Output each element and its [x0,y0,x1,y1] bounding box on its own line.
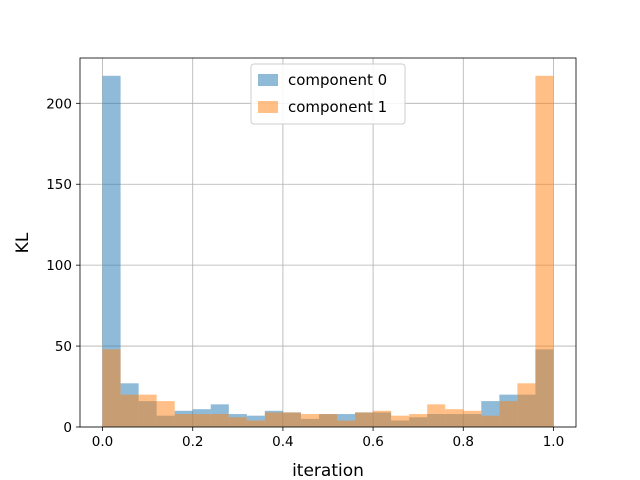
legend: component 0 component 1 [250,63,406,125]
y-tick-label: 50 [55,339,72,355]
legend-swatch-component-1 [258,101,278,113]
legend-label-component-0: component 0 [288,71,387,89]
bar-component-1 [282,412,301,427]
bar-component-1 [517,383,536,427]
x-tick-label: 0.0 [92,434,113,450]
bar-component-1 [192,414,211,427]
y-tick-label: 100 [46,258,72,274]
bar-component-1 [373,410,392,427]
bar-component-1 [138,394,157,427]
bar-component-1 [463,410,482,427]
bar-component-1 [535,75,554,427]
bar-component-1 [228,417,247,427]
bar-component-1 [300,414,319,427]
legend-label-component-1: component 1 [288,98,387,116]
bar-component-1 [102,349,121,427]
x-tick-label: 0.4 [272,434,293,450]
bar-component-1 [318,414,338,427]
bar-component-1 [409,414,428,427]
x-tick-label: 0.6 [362,434,383,450]
x-axis-ticks: 0.0 0.2 0.4 0.6 0.8 1.0 [92,427,564,450]
x-axis-label: iteration [292,461,364,480]
bar-component-1 [481,415,500,427]
plot-frame [79,57,577,428]
x-tick-label: 0.8 [453,434,474,450]
bar-component-1 [499,401,518,427]
bar-component-1 [391,415,410,427]
y-axis-ticks: 0 50 100 150 200 [46,96,80,436]
x-tick-label: 0.2 [182,434,203,450]
bar-component-1 [174,414,193,427]
bar-component-1 [445,409,464,427]
bar-component-0 [102,75,121,427]
y-tick-label: 200 [46,96,72,112]
bar-component-1 [210,414,229,427]
bars [102,75,554,427]
legend-box [250,63,406,125]
y-tick-label: 150 [46,177,72,193]
bar-component-1 [427,404,446,427]
y-axis-label: KL [13,232,33,253]
bar-component-1 [355,412,374,427]
bar-component-1 [246,420,265,427]
bar-component-1 [156,401,175,427]
bar-component-1 [337,420,356,427]
bar-component-1 [264,412,283,427]
bar-component-1 [120,394,139,427]
legend-swatch-component-0 [258,74,278,86]
y-tick-label: 0 [63,420,72,436]
x-tick-label: 1.0 [543,434,564,450]
